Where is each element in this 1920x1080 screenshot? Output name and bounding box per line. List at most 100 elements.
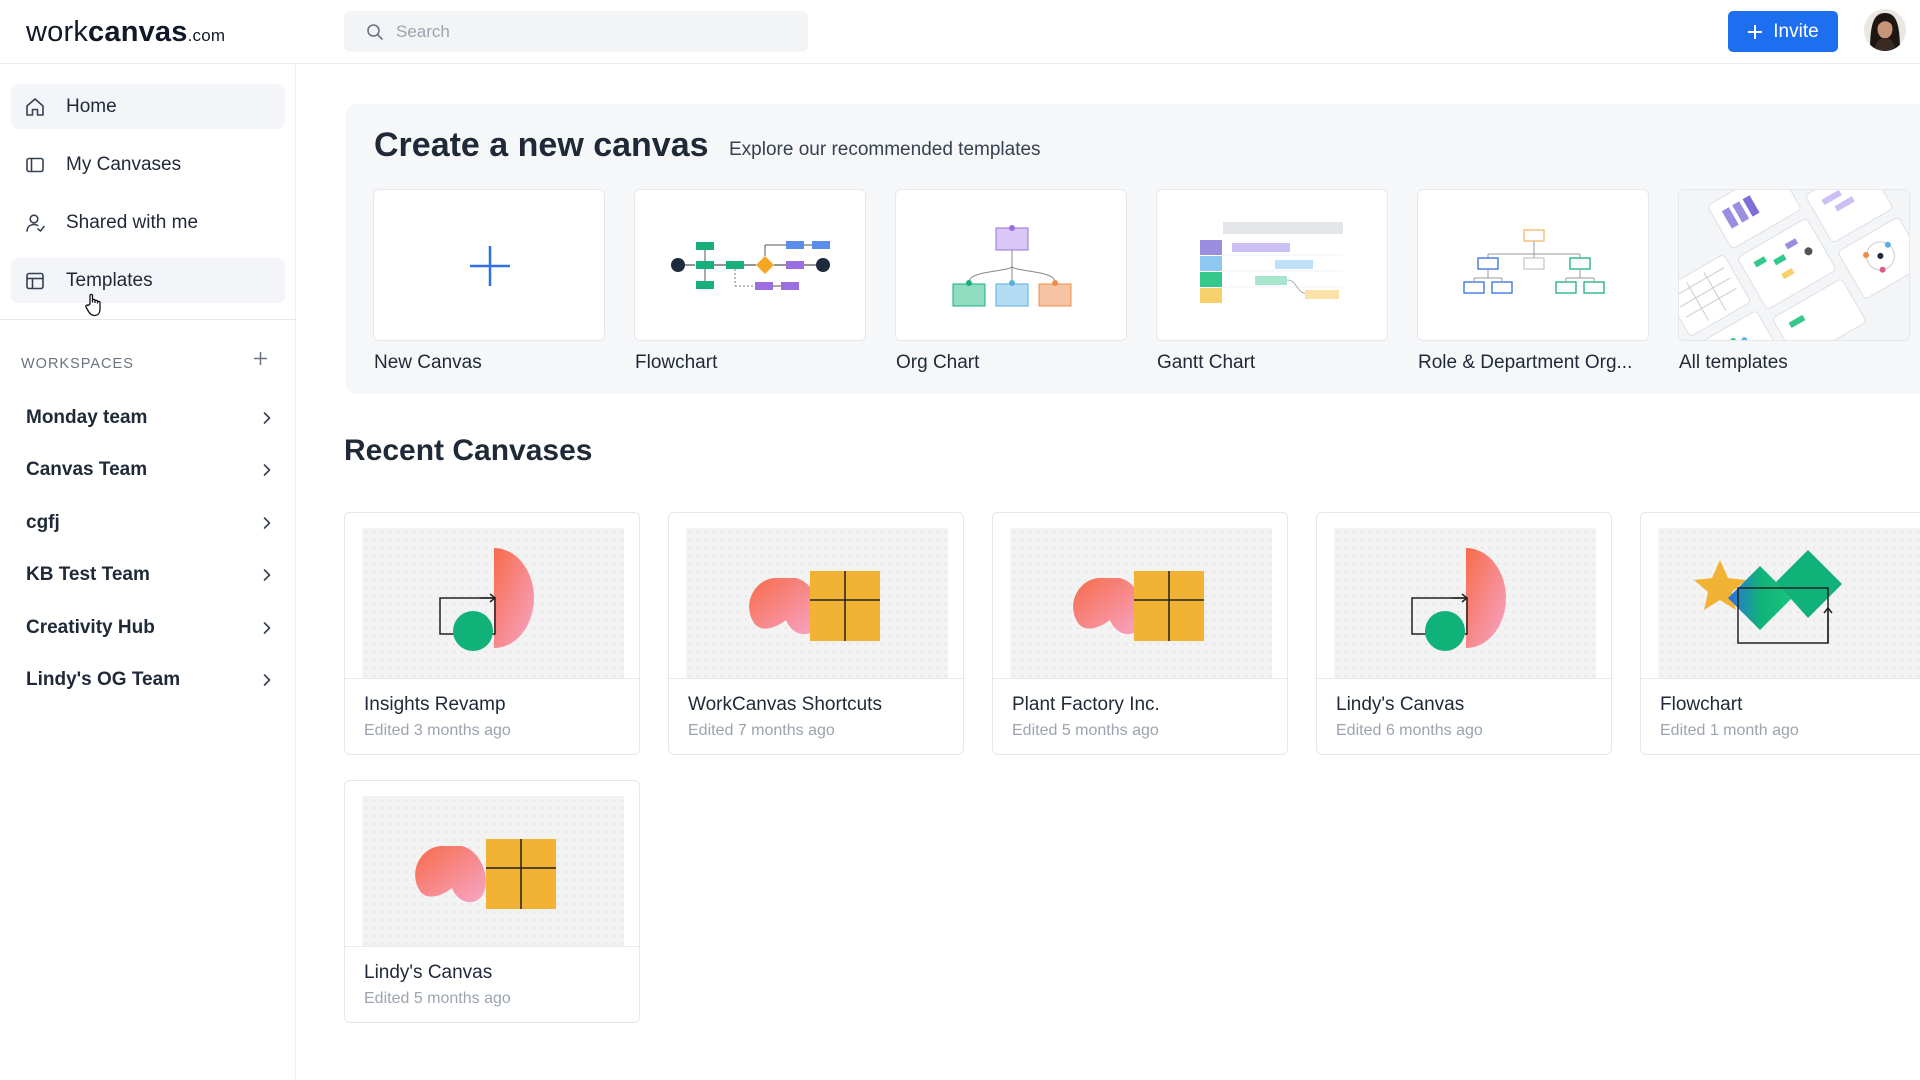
plus-icon: [253, 351, 267, 365]
canvas-card-lindys-canvas[interactable]: Lindy's Canvas Edited 6 months ago: [1316, 512, 1612, 755]
canvas-card-workcanvas-shortcuts[interactable]: WorkCanvas Shortcuts Edited 7 months ago: [668, 512, 964, 755]
sidebar-divider: [0, 319, 296, 320]
template-icon: [20, 266, 50, 296]
canvas-edited-time: Edited 3 months ago: [364, 722, 511, 739]
canvas-title: Lindy's Canvas: [364, 962, 493, 983]
chevron-right-icon: [263, 464, 271, 476]
canvas-title: WorkCanvas Shortcuts: [688, 694, 882, 715]
avatar-image: [1864, 9, 1906, 51]
workspace-label: Creativity Hub: [26, 617, 155, 638]
workspace-item-monday-team[interactable]: Monday team: [26, 398, 272, 438]
chevron-right-icon: [263, 412, 271, 424]
workspace-label: Canvas Team: [26, 459, 148, 480]
canvas-thumbnail: [1334, 528, 1596, 678]
gantt-chart-thumbnail: [1200, 222, 1343, 303]
template-card-gantt-chart[interactable]: [1156, 189, 1388, 341]
home-icon: [20, 92, 50, 122]
workspace-item-creativity-hub[interactable]: Creativity Hub: [26, 608, 272, 648]
canvas-card-lindys-canvas-2[interactable]: Lindy's Canvas Edited 5 months ago: [344, 780, 640, 1023]
templates-heading: Create a new canvas: [374, 126, 709, 164]
invite-label: Invite: [1773, 20, 1819, 42]
canvas-thumbnail: [1010, 528, 1272, 678]
sidebar-item-label: My Canvases: [66, 153, 182, 175]
add-workspace-button[interactable]: [248, 346, 272, 370]
canvas-title: Plant Factory Inc.: [1012, 694, 1160, 715]
template-card-flowchart[interactable]: [634, 189, 866, 341]
canvas-title: Insights Revamp: [364, 694, 506, 715]
workspace-label: Lindy's OG Team: [26, 669, 181, 690]
workspace-label: KB Test Team: [26, 564, 150, 585]
sidebar-item-home[interactable]: Home: [11, 84, 285, 129]
org-chart-thumbnail: [952, 225, 1072, 307]
sidebar-item-shared-with-me[interactable]: Shared with me: [11, 200, 285, 245]
user-avatar[interactable]: [1864, 9, 1906, 51]
card-separator: [1641, 678, 1920, 679]
workspace-item-cgfj[interactable]: cgfj: [26, 503, 272, 543]
templates-panel: [346, 104, 1920, 394]
workspace-label: Monday team: [26, 407, 148, 428]
canvas-card-insights-revamp[interactable]: Insights Revamp Edited 3 months ago: [344, 512, 640, 755]
card-separator: [993, 678, 1287, 679]
plus-icon: [470, 246, 510, 286]
template-label: Flowchart: [635, 352, 718, 373]
template-label: Org Chart: [896, 352, 980, 373]
template-label: Gantt Chart: [1157, 352, 1256, 373]
chevron-right-icon: [263, 622, 271, 634]
canvas-thumbnail: [362, 528, 624, 678]
workspaces-title: WORKSPACES: [21, 356, 134, 372]
sidebar-item-templates[interactable]: Templates: [11, 258, 285, 303]
templates-subheading: Explore our recommended templates: [729, 139, 1041, 160]
sidebar-item-my-canvases[interactable]: My Canvases: [11, 142, 285, 187]
workspace-item-canvas-team[interactable]: Canvas Team: [26, 450, 272, 490]
template-card-role-department-org[interactable]: [1417, 189, 1649, 341]
template-card-org-chart[interactable]: [895, 189, 1127, 341]
sidebar-item-label: Templates: [66, 269, 153, 291]
canvas-title: Flowchart: [1660, 694, 1743, 715]
top-bar: workcanvas.com Invite: [0, 0, 1920, 64]
recent-canvases-heading: Recent Canvases: [344, 434, 593, 467]
card-separator: [1317, 678, 1611, 679]
canvas-thumbnail: [1658, 528, 1920, 678]
logo-text-work: work: [26, 16, 89, 48]
workcanvas-logo[interactable]: workcanvas.com: [26, 16, 225, 49]
canvas-edited-time: Edited 6 months ago: [1336, 722, 1483, 739]
workspace-item-lindys-og-team[interactable]: Lindy's OG Team: [26, 660, 272, 700]
card-separator: [669, 678, 963, 679]
hand-cursor-icon: [85, 293, 101, 317]
canvas-card-flowchart[interactable]: Flowchart Edited 1 month ago: [1640, 512, 1920, 755]
canvas-edited-time: Edited 1 month ago: [1660, 722, 1799, 739]
canvas-edited-time: Edited 7 months ago: [688, 722, 835, 739]
canvas-edited-time: Edited 5 months ago: [1012, 722, 1159, 739]
flowchart-thumbnail: [671, 241, 830, 290]
search-bar[interactable]: [344, 11, 808, 52]
card-separator: [345, 946, 639, 947]
chevron-right-icon: [263, 569, 271, 581]
logo-text-com: .com: [187, 26, 226, 45]
template-card-new-canvas[interactable]: [373, 189, 605, 341]
template-card-all-templates[interactable]: [1678, 189, 1910, 341]
chevron-right-icon: [263, 674, 271, 686]
template-label: All templates: [1679, 352, 1788, 373]
canvas-icon: [20, 150, 50, 180]
sidebar-item-label: Home: [66, 95, 117, 117]
canvas-thumbnail: [362, 796, 624, 946]
template-label: Role & Department Org...: [1418, 352, 1633, 373]
workspace-item-kb-test-team[interactable]: KB Test Team: [26, 555, 272, 595]
sidebar-item-label: Shared with me: [66, 211, 199, 233]
canvas-title: Lindy's Canvas: [1336, 694, 1465, 715]
invite-button[interactable]: Invite: [1728, 11, 1838, 52]
search-icon: [367, 24, 383, 40]
plus-icon: [1748, 24, 1763, 39]
role-department-org-thumbnail: [1463, 229, 1605, 294]
canvas-edited-time: Edited 5 months ago: [364, 990, 511, 1007]
template-label: New Canvas: [374, 352, 482, 373]
canvas-thumbnail: [686, 528, 948, 678]
sidebar: Home My Canvases Shared with me Template…: [0, 64, 296, 1080]
search-input[interactable]: [396, 19, 776, 45]
user-icon: [20, 208, 50, 238]
chevron-right-icon: [263, 517, 271, 529]
canvas-card-plant-factory[interactable]: Plant Factory Inc. Edited 5 months ago: [992, 512, 1288, 755]
logo-text-canvas: canvas: [88, 16, 188, 48]
card-separator: [345, 678, 639, 679]
all-templates-thumbnail: [1679, 190, 1909, 340]
